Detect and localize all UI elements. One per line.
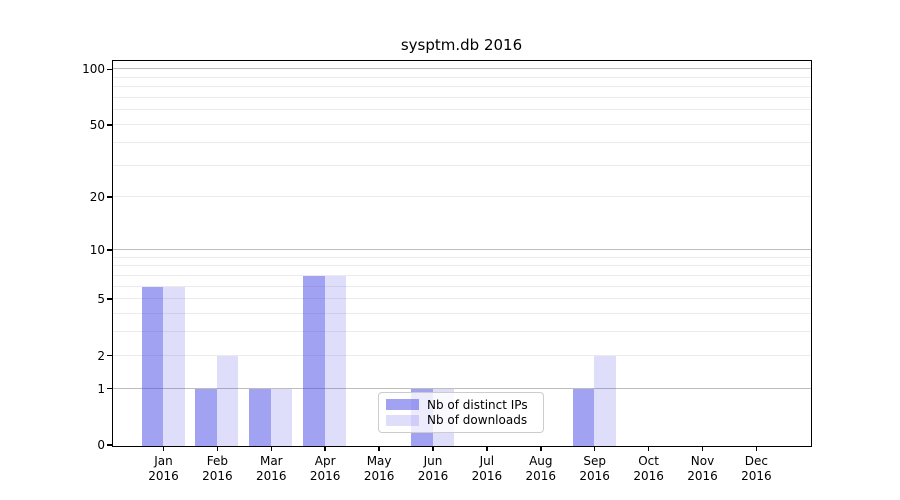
legend-swatch-distinct-ips-icon (386, 399, 419, 411)
y-tick-mark (107, 387, 112, 390)
y-tick-label-2: 2 (97, 348, 105, 363)
gridline-9 (112, 256, 811, 258)
x-tick-label-mar: Mar 2016 (256, 454, 287, 483)
gridline-100 (112, 68, 811, 70)
y-tick-mark (107, 444, 112, 446)
y-tick-mark (107, 249, 112, 251)
x-tick-label-oct: Oct 2016 (633, 454, 664, 483)
x-tick-mark (378, 446, 380, 451)
x-tick-mark (701, 446, 704, 451)
legend-label-downloads: Nb of downloads (427, 413, 528, 428)
x-tick-label-feb: Feb 2016 (202, 454, 233, 483)
gridline-40 (112, 141, 811, 143)
y-tick-label-1: 1 (97, 381, 105, 396)
bar-downloads-feb (216, 356, 239, 446)
y-tick-mark (107, 298, 112, 300)
x-tick-mark (216, 446, 219, 451)
y-tick-label-100: 100 (82, 62, 105, 77)
y-tick-label-10: 10 (89, 242, 105, 257)
gridline-80 (112, 86, 811, 88)
y-tick-mark (107, 124, 112, 126)
gridline-4 (112, 313, 811, 315)
x-tick-label-jul: Jul 2016 (471, 454, 503, 483)
legend-item-distinct-ips: Nb of distinct IPs (386, 397, 536, 413)
x-tick-label-dec: Dec 2016 (741, 454, 772, 483)
bar-distinct-ips-sep (572, 389, 595, 446)
gridline-90 (112, 76, 811, 78)
y-tick-mark (107, 68, 112, 71)
bar-downloads-sep (594, 356, 616, 446)
x-tick-label-apr: Apr 2016 (309, 454, 341, 483)
legend-label-distinct-ips: Nb of distinct IPs (427, 397, 528, 412)
y-tick-mark (107, 196, 112, 198)
chart-title: sysptm.db 2016 (400, 36, 523, 54)
x-tick-mark (432, 446, 434, 451)
x-tick-label-aug: Aug 2016 (525, 454, 557, 483)
y-tick-mark (107, 354, 112, 357)
gridline-5 (112, 298, 811, 300)
gridline-50 (112, 124, 811, 126)
x-tick-mark (270, 446, 273, 451)
x-tick-label-sep: Sep 2016 (579, 454, 610, 483)
gridline-30 (112, 164, 811, 166)
bar-distinct-ips-jan (141, 287, 163, 446)
gridline-60 (112, 109, 811, 111)
x-tick-mark (486, 446, 488, 451)
legend-item-downloads: Nb of downloads (386, 413, 536, 429)
x-tick-mark (647, 446, 650, 451)
bar-distinct-ips-apr (303, 276, 325, 446)
gridline-1 (112, 387, 811, 389)
gridline-6 (112, 285, 811, 287)
y-tick-label-0: 0 (97, 438, 105, 452)
x-tick-mark (324, 446, 326, 451)
y-tick-label-50: 50 (89, 118, 105, 133)
bar-downloads-apr (324, 276, 347, 446)
x-tick-label-nov: Nov 2016 (687, 454, 718, 483)
gridline-70 (112, 97, 811, 99)
legend-swatch-downloads-icon (386, 414, 419, 426)
bar-downloads-jan (163, 287, 185, 446)
bar-distinct-ips-mar (249, 389, 271, 446)
x-tick-mark (755, 446, 758, 451)
x-tick-label-jun: Jun 2016 (417, 454, 449, 483)
legend: Nb of distinct IPs Nb of downloads (378, 392, 544, 433)
x-tick-mark (540, 446, 542, 451)
gridline-7 (112, 274, 811, 276)
gridline-8 (112, 265, 811, 267)
bar-distinct-ips-feb (195, 389, 217, 446)
gridline-20 (112, 196, 811, 198)
y-tick-label-5: 5 (97, 292, 105, 307)
x-tick-label-may: May 2016 (363, 454, 395, 483)
x-tick-mark (162, 446, 165, 451)
plot-area (111, 59, 812, 447)
x-tick-mark (593, 446, 596, 451)
gridline-10 (112, 248, 811, 250)
bar-downloads-mar (270, 389, 293, 446)
gridline-3 (112, 331, 811, 333)
gridline-2 (112, 354, 811, 356)
x-tick-label-jan: Jan 2016 (148, 454, 179, 483)
y-tick-label-20: 20 (89, 190, 105, 205)
